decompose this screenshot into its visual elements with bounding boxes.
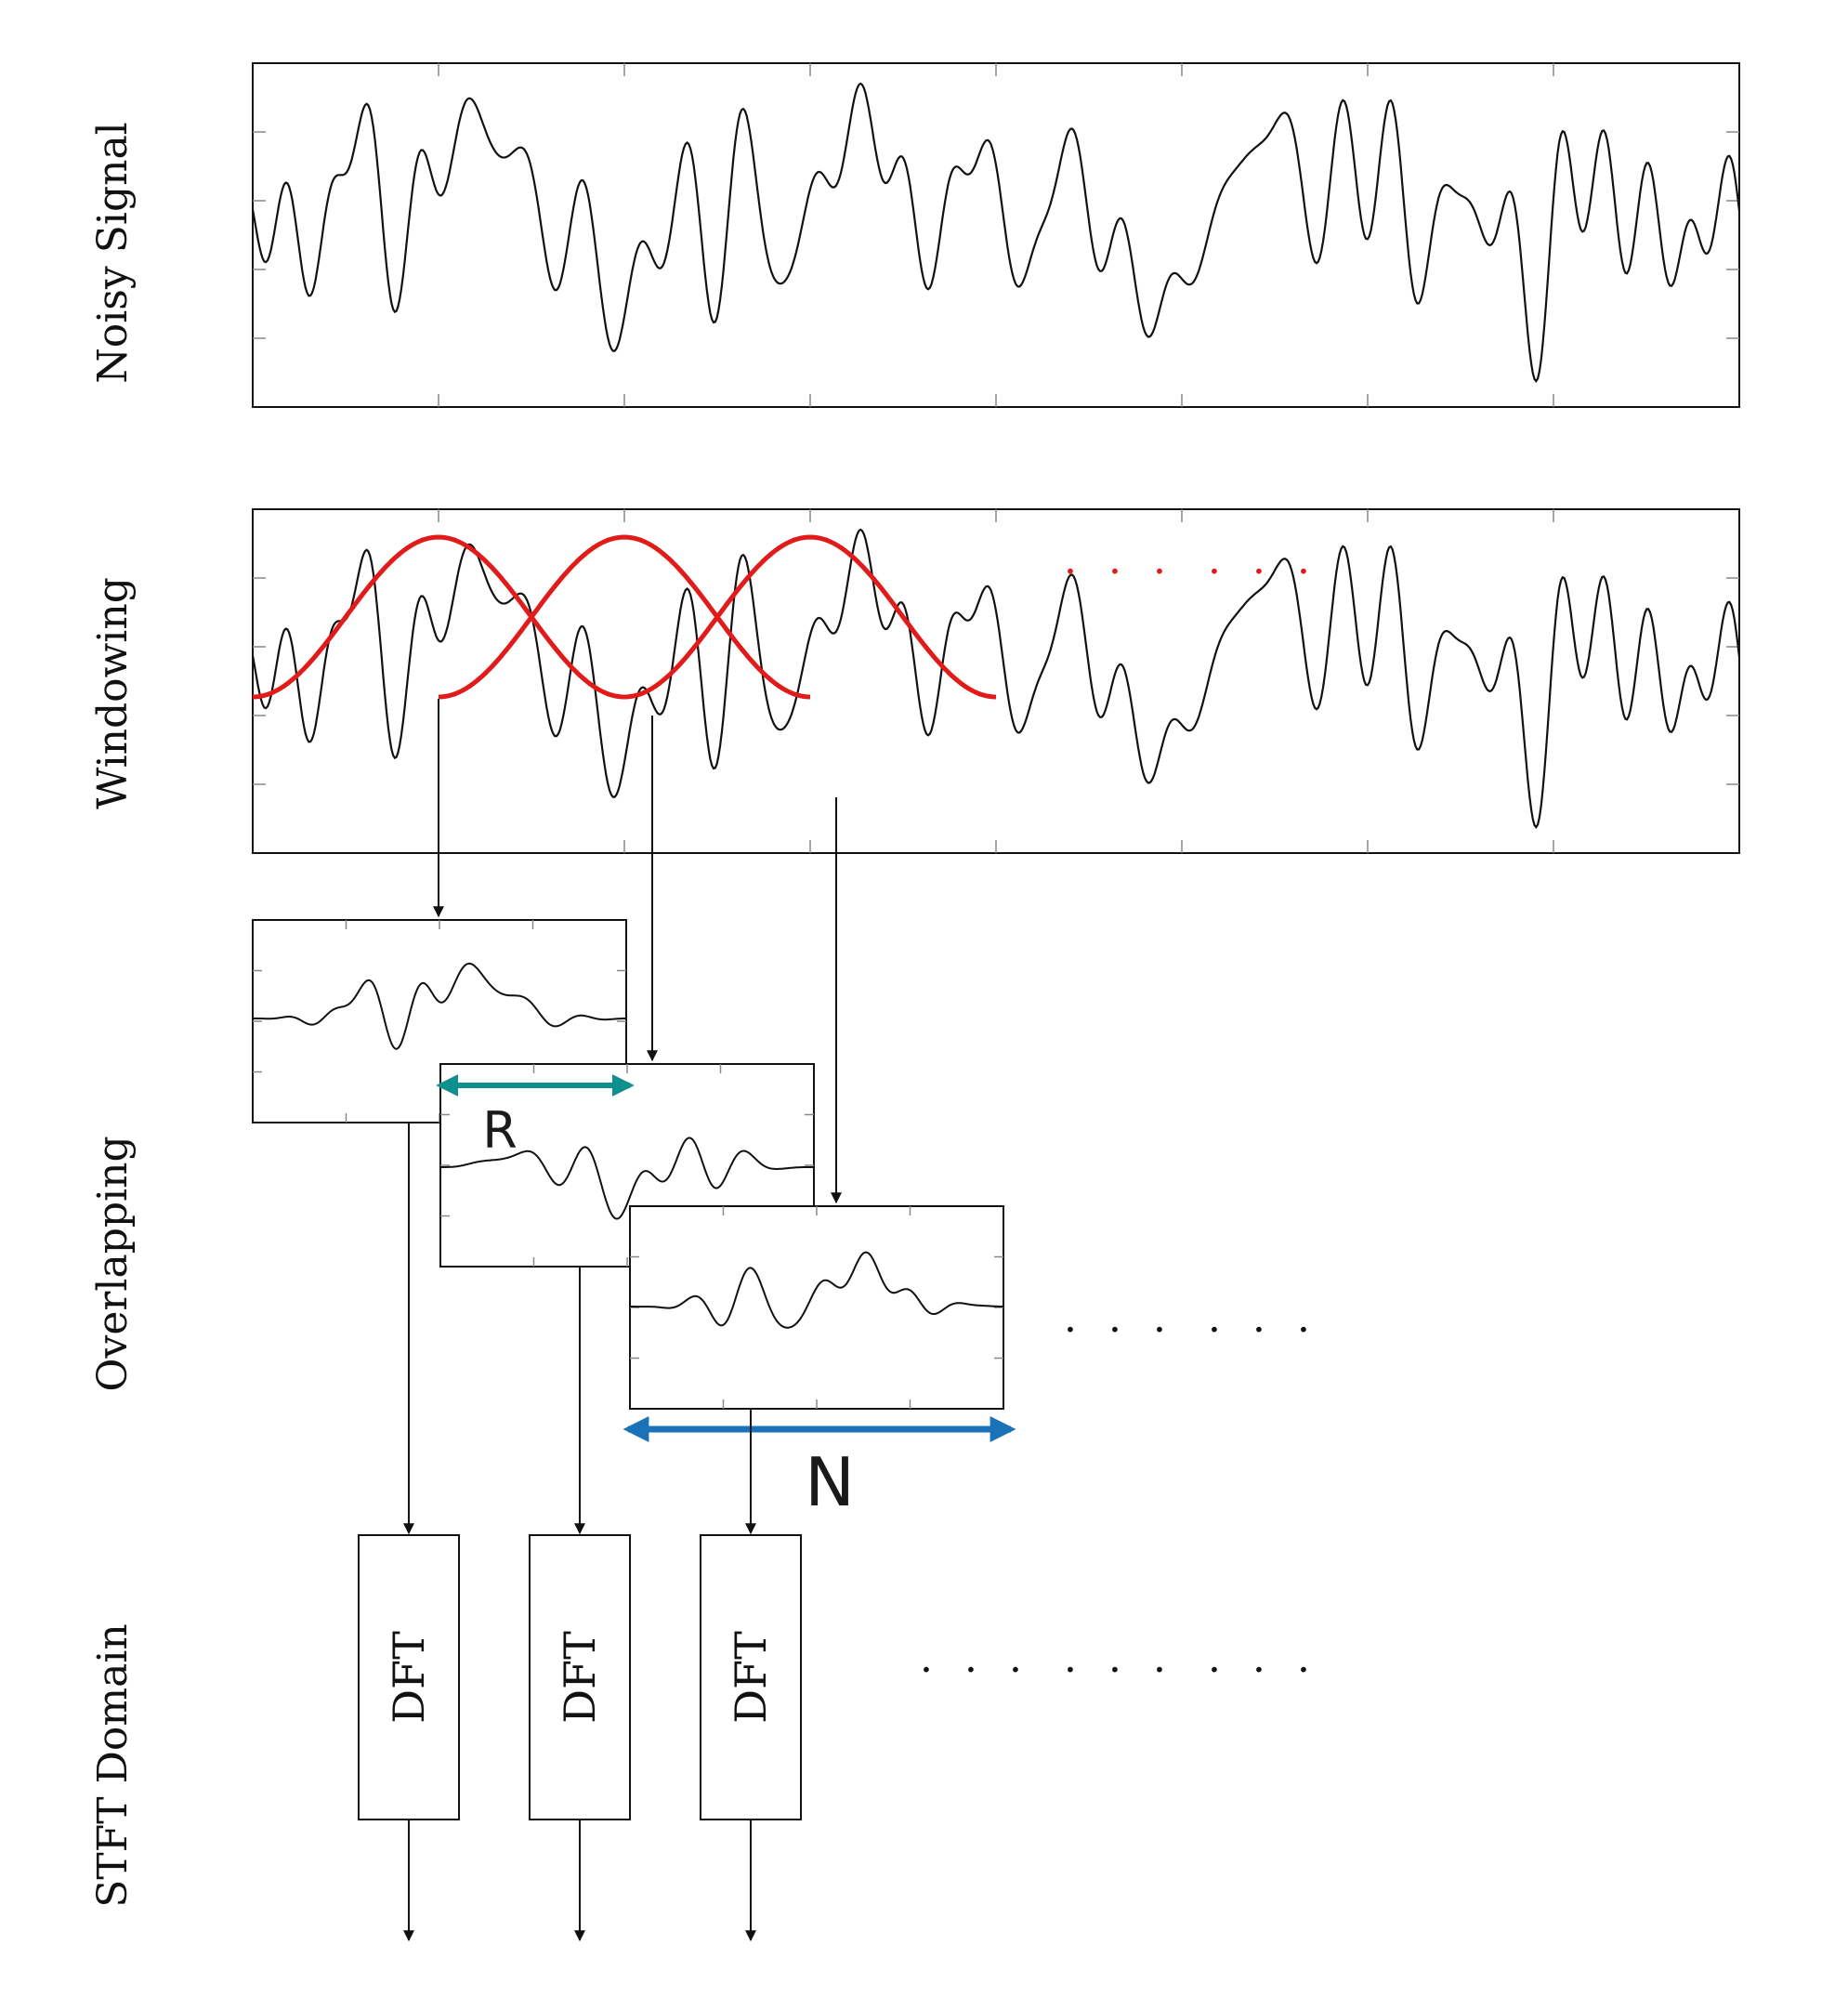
frame-3-trace bbox=[630, 1251, 1003, 1329]
frame-ellipsis-2: · · · bbox=[1208, 1307, 1319, 1354]
window-ellipsis-1: · · · bbox=[1064, 548, 1175, 596]
frame-2-trace bbox=[440, 1136, 814, 1220]
row-label-noisy-signal: Noisy Signal bbox=[89, 122, 137, 384]
dft-label-3: DFT bbox=[726, 1631, 776, 1724]
noisy-signal-trace bbox=[253, 82, 1739, 383]
dft-label-1: DFT bbox=[384, 1631, 434, 1724]
frame-2 bbox=[439, 1063, 815, 1268]
frame-3-box bbox=[629, 1205, 1004, 1410]
stft-ellipsis-2: · · · bbox=[1064, 1647, 1175, 1694]
dft-block-3: DFT bbox=[700, 1534, 802, 1820]
windowing-signal-trace bbox=[253, 528, 1739, 829]
noisy-signal-frame bbox=[252, 62, 1740, 408]
row-label-overlapping: Overlapping bbox=[89, 1136, 137, 1391]
noisy-signal-ticks bbox=[253, 63, 1739, 407]
dft-label-2: DFT bbox=[555, 1631, 605, 1724]
frame-ellipsis-1: · · · bbox=[1064, 1307, 1175, 1354]
window-ellipsis-2: · · · bbox=[1208, 548, 1319, 596]
dft-block-2: DFT bbox=[529, 1534, 631, 1820]
dft-box-2 bbox=[529, 1534, 631, 1820]
row-label-stft-domain: STFT Domain bbox=[89, 1623, 137, 1908]
window-curve-3 bbox=[623, 534, 997, 700]
dft-box-1 bbox=[358, 1534, 460, 1820]
frame-3 bbox=[629, 1205, 1004, 1410]
hop-size-label: R bbox=[482, 1101, 518, 1160]
window-curve-1 bbox=[252, 534, 625, 700]
windowing-panel: · · · · · · bbox=[252, 508, 1740, 854]
dft-box-3 bbox=[700, 1534, 802, 1820]
frame-1-trace bbox=[253, 962, 626, 1050]
row-label-windowing: Windowing bbox=[89, 577, 137, 809]
stft-ellipsis-1: · · · bbox=[920, 1647, 1031, 1694]
noisy-signal-panel bbox=[252, 62, 1740, 408]
window-curve-2 bbox=[438, 534, 811, 700]
frame-length-label: N bbox=[805, 1443, 855, 1521]
dft-block-1: DFT bbox=[358, 1534, 460, 1820]
stft-ellipsis-3: · · · bbox=[1208, 1647, 1319, 1694]
